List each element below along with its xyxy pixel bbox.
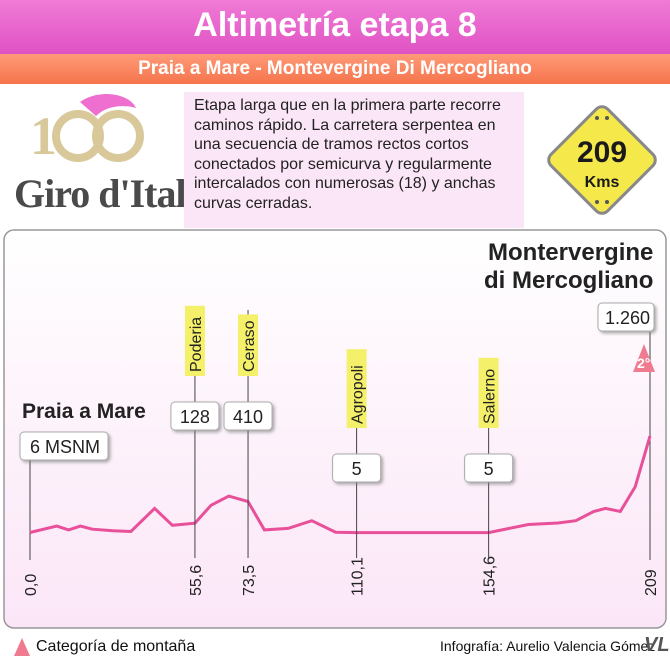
stage-route: Praia a Mare - Montevergine Di Mercoglia… bbox=[138, 58, 532, 79]
place-altitude-box bbox=[223, 401, 273, 431]
logo-text: Giro d'Italia bbox=[14, 171, 216, 216]
km-tick-label: 55,6 bbox=[188, 565, 205, 596]
place-marker: Ceraso 410 bbox=[223, 310, 273, 558]
start-name: Praia a Mare bbox=[22, 400, 146, 423]
place-marker: Poderia 128 bbox=[170, 305, 220, 558]
place-altitude-box bbox=[170, 401, 220, 431]
place-altitude: 5 bbox=[484, 459, 494, 479]
logo-number: 1 bbox=[30, 106, 144, 166]
description-text: Etapa larga que en la primera parte reco… bbox=[194, 97, 501, 212]
author-mark: VL bbox=[644, 634, 670, 656]
place-name-highlight bbox=[184, 305, 205, 376]
place-altitude: 128 bbox=[180, 407, 210, 427]
place-name-highlight bbox=[346, 349, 367, 428]
place-altitude: 410 bbox=[233, 407, 263, 427]
place-marker: Salerno 5 bbox=[464, 357, 514, 558]
place-altitude-box bbox=[332, 453, 382, 483]
km-tick-label: 209 bbox=[643, 569, 660, 596]
km-tick-label: 110,1 bbox=[350, 557, 367, 596]
title-bar: Altimetría etapa 8 bbox=[0, 0, 670, 54]
credit: Infografía: Aurelio Valencia Gómez bbox=[440, 638, 656, 654]
finish-altitude-box bbox=[597, 302, 655, 332]
legend-label: Categoría de montaña bbox=[36, 638, 196, 655]
km-tick-label: 73,5 bbox=[241, 565, 258, 596]
finish-name-line1: Montervergine bbox=[488, 239, 653, 266]
giro-logo: 1 bbox=[30, 94, 144, 166]
place-altitude-box bbox=[464, 453, 514, 483]
place-altitude: 5 bbox=[352, 459, 362, 479]
place-name-highlight bbox=[478, 357, 499, 428]
elevation-profile-line bbox=[29, 435, 652, 535]
mountain-category-icon bbox=[633, 344, 655, 372]
km-tick-label: 154,6 bbox=[482, 556, 499, 596]
mountain-category-label: 2° bbox=[637, 355, 650, 371]
place-name: Ceraso bbox=[241, 320, 258, 372]
km-tick-label: 0,0 bbox=[23, 574, 40, 596]
stage-description: Etapa larga que en la primera parte reco… bbox=[184, 92, 524, 228]
page-title: Altimetría etapa 8 bbox=[193, 6, 477, 44]
mountain-category-legend-icon bbox=[14, 638, 30, 656]
subtitle-bar: Praia a Mare - Montevergine Di Mercoglia… bbox=[0, 54, 670, 84]
cyclist-icon bbox=[80, 94, 136, 116]
place-name: Salerno bbox=[482, 369, 499, 424]
chart-background bbox=[3, 229, 667, 629]
distance-unit: Kms bbox=[584, 174, 620, 191]
place-marker: Agropoli 5 bbox=[332, 349, 382, 558]
place-name: Poderia bbox=[188, 317, 205, 372]
distance-sign bbox=[547, 105, 657, 215]
place-name-highlight bbox=[238, 314, 259, 376]
place-name: Agropoli bbox=[350, 365, 367, 424]
finish-altitude-label: 1.260 bbox=[605, 308, 650, 328]
start-altitude-box bbox=[19, 431, 109, 461]
distance-value: 209 bbox=[576, 136, 628, 169]
finish-name-line2: di Mercogliano bbox=[484, 267, 653, 294]
altimetry-chart: 0,0 55,6 73,5 110,1 154,6 209 Poderia 128 Ceras… bbox=[3, 229, 667, 629]
start-altitude-label: 6 MSNM bbox=[30, 437, 100, 457]
